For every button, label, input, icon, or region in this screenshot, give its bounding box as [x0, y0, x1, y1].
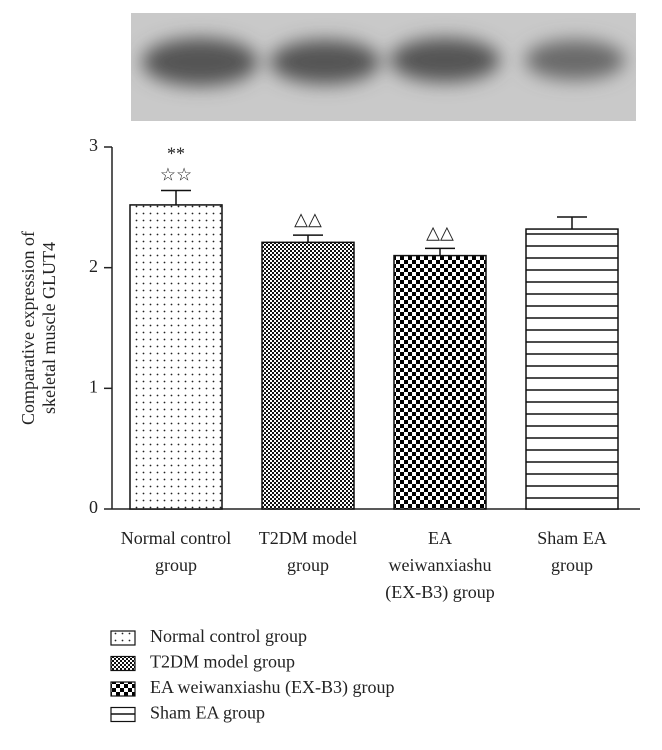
x-tick-label: Normal control: [121, 528, 231, 548]
x-tick-label: EA: [428, 528, 452, 548]
western-blot: [131, 13, 636, 121]
legend-swatch: [110, 681, 136, 697]
y-tick-label: 2: [89, 256, 98, 276]
bar: [129, 204, 223, 510]
significance-mark: △△: [294, 209, 322, 229]
significance-mark: △△: [426, 222, 454, 242]
legend-label: EA weiwanxiashu (EX-B3) group: [150, 677, 394, 698]
significance-mark: ☆☆: [160, 165, 192, 185]
y-axis-label-line: skeletal muscle GLUT4: [39, 242, 59, 414]
y-axis-label-line: Comparative expression of: [18, 231, 38, 425]
legend-swatch: [110, 655, 136, 672]
legend-label: T2DM model group: [150, 652, 295, 672]
bar: [525, 228, 619, 510]
legend-swatch: [110, 630, 136, 646]
x-tick-label: T2DM model: [259, 528, 358, 548]
bar: [261, 241, 355, 510]
x-tick-label: Sham EA: [537, 528, 607, 548]
y-axis-label: Comparative expression of skeletal muscle…: [18, 231, 59, 425]
x-tick-label: weiwanxiashu: [389, 555, 492, 575]
y-tick-label: 1: [89, 376, 98, 396]
x-tick-label: (EX-B3) group: [385, 582, 494, 603]
significance-mark: **: [167, 144, 185, 164]
y-tick-label: 0: [89, 497, 98, 517]
x-tick-label: group: [551, 555, 593, 575]
y-tick-label: 3: [89, 135, 98, 155]
x-tick-label: group: [155, 555, 197, 575]
legend-swatch: [110, 706, 136, 723]
legend-label: Normal control group: [150, 626, 307, 646]
legend-label: Sham EA group: [150, 703, 265, 723]
x-tick-label: group: [287, 555, 329, 575]
bar: [393, 254, 487, 510]
